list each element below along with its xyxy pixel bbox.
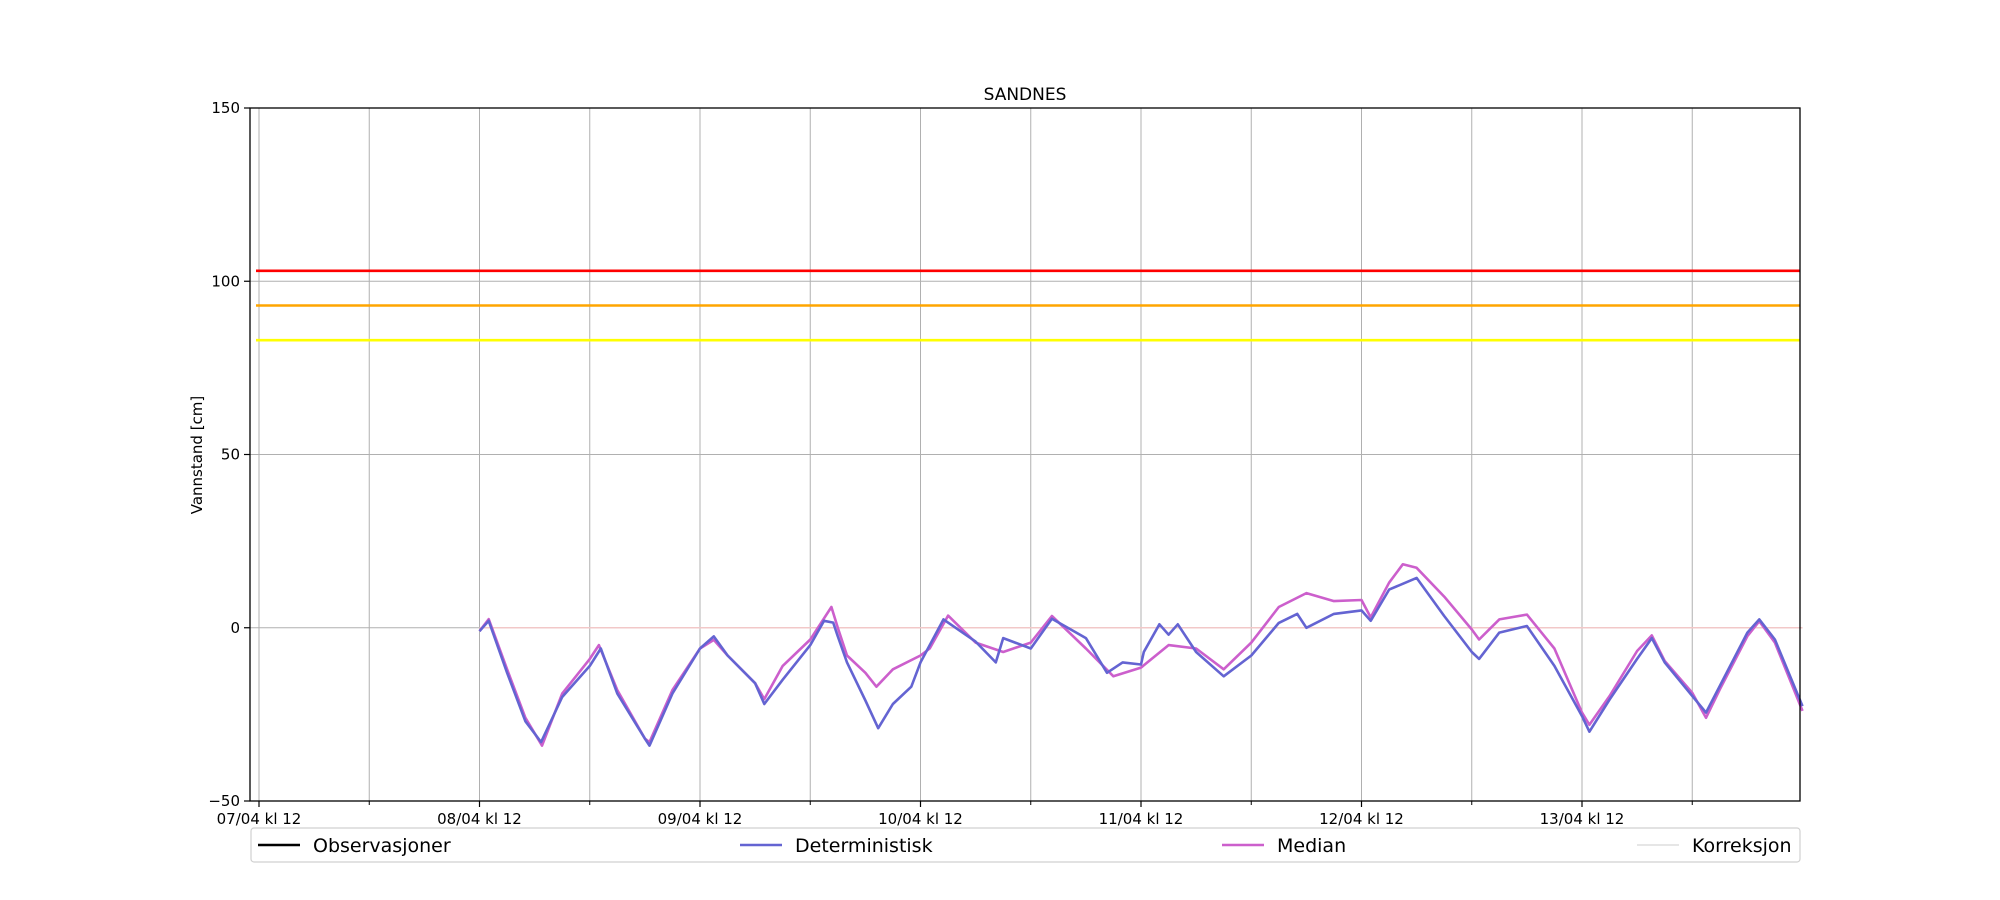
- axis-ticks: −50 0 50 100 150 07/04 kl 12 08/04 kl 12 09/04 …: [208, 99, 1693, 828]
- series-lines: [478, 563, 1804, 747]
- legend: Observasjoner Deterministisk Median Korreks…: [250, 827, 1801, 863]
- y-axis-label: Vannstand [cm]: [188, 396, 206, 515]
- y-tick-label: −50: [208, 792, 240, 810]
- y-tick-label: 150: [211, 99, 240, 117]
- x-tick-label: 08/04 kl 12: [437, 810, 522, 828]
- x-tick-label: 07/04 kl 12: [217, 810, 302, 828]
- legend-label-observasjoner: Observasjoner: [313, 835, 451, 857]
- y-tick-label: 100: [211, 272, 240, 290]
- legend-box: [250, 827, 1801, 863]
- legend-label-median: Median: [1277, 835, 1346, 857]
- series-line-deterministisk: [478, 576, 1804, 747]
- threshold-lines: [256, 269, 1800, 342]
- grid: [250, 107, 1800, 802]
- x-tick-label: 12/04 kl 12: [1319, 810, 1404, 828]
- y-tick-label: 0: [230, 619, 240, 637]
- x-tick-label: 10/04 kl 12: [878, 810, 963, 828]
- x-tick-label: 13/04 kl 12: [1540, 810, 1625, 828]
- y-tick-label: 50: [221, 446, 240, 464]
- legend-label-deterministisk: Deterministisk: [795, 835, 933, 857]
- x-tick-label: 11/04 kl 12: [1099, 810, 1184, 828]
- x-tick-label: 09/04 kl 12: [658, 810, 743, 828]
- chart-title: SANDNES: [984, 85, 1067, 105]
- legend-label-korreksjon: Korreksjon: [1692, 835, 1792, 857]
